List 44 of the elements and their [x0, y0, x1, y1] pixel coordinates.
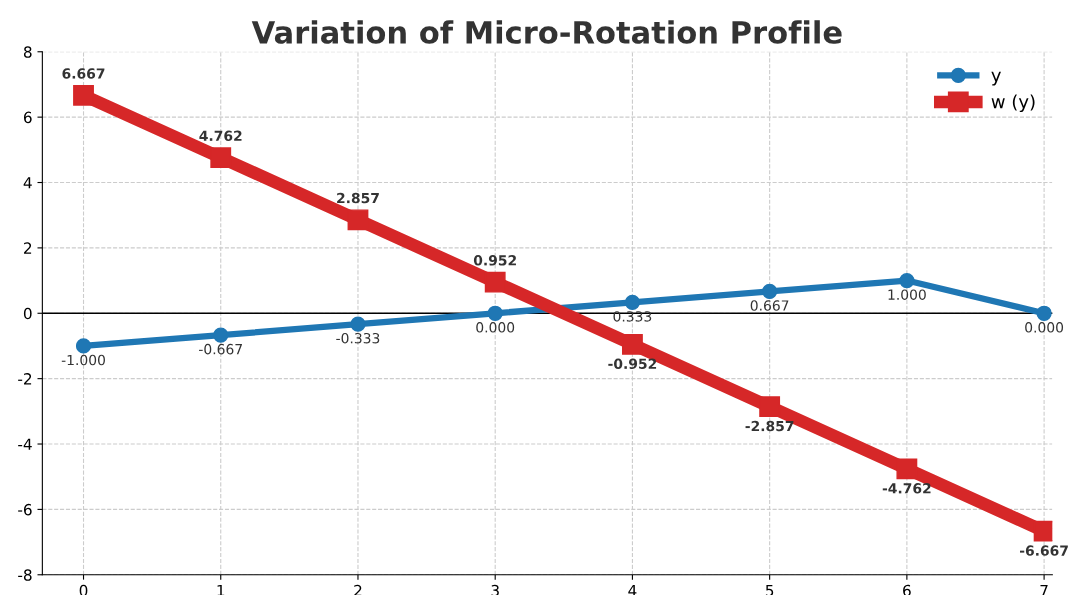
chart-title: Variation of Micro-Rotation Profile — [251, 20, 842, 44]
y-tick-label: -8 — [18, 569, 32, 581]
point — [73, 84, 94, 106]
y-tick-label: -6 — [18, 503, 32, 516]
data-label: 0.000 — [1025, 322, 1064, 333]
point — [213, 327, 229, 343]
data-label: 2.857 — [337, 192, 379, 204]
data-label: -4.762 — [882, 483, 931, 494]
point — [484, 271, 506, 293]
data-label: 0.333 — [613, 311, 652, 322]
y-tick-label: 8 — [23, 46, 32, 58]
data-label: 0.952 — [473, 255, 516, 266]
point — [759, 396, 781, 418]
y-tick-label: -2 — [18, 373, 32, 385]
y-tick-label: -4 — [18, 438, 32, 450]
data-label: 0.000 — [476, 322, 515, 333]
data-label: -1.000 — [61, 354, 105, 366]
point — [347, 209, 369, 231]
y-tick-label: 0 — [23, 307, 32, 320]
point — [622, 333, 643, 355]
point — [1033, 520, 1053, 542]
point — [210, 147, 232, 169]
point — [75, 338, 92, 354]
point — [487, 305, 503, 321]
point — [899, 272, 915, 289]
point — [762, 283, 778, 300]
point — [350, 316, 366, 332]
data-label: 6.667 — [62, 68, 105, 79]
data-label: -0.667 — [199, 343, 242, 355]
data-label: -6.667 — [1020, 545, 1068, 556]
legend-label: y — [991, 71, 1001, 86]
data-label: 4.762 — [199, 130, 242, 142]
point — [896, 458, 918, 480]
data-label: 0.667 — [750, 300, 789, 311]
point — [1036, 305, 1052, 321]
data-label: -0.952 — [608, 358, 657, 370]
data-label: 1.000 — [888, 289, 926, 300]
y-tick-label: 2 — [24, 242, 32, 254]
y-tick-label: 6 — [23, 111, 32, 124]
y-tick-label: 4 — [23, 177, 32, 189]
legend-label: w (y) — [991, 94, 1035, 112]
point — [624, 294, 641, 311]
data-label: -2.857 — [745, 420, 794, 432]
data-label: -0.333 — [336, 332, 380, 344]
